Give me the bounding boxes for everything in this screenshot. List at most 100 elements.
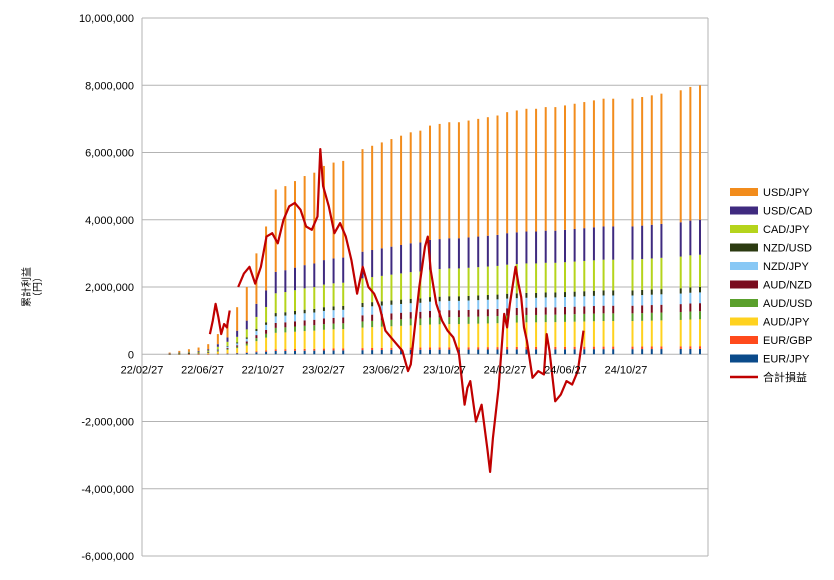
bar-segment — [612, 321, 615, 347]
bar-segment — [496, 115, 499, 235]
bar-segment — [631, 321, 634, 347]
bar-segment — [255, 303, 258, 317]
bar-segment — [641, 305, 644, 314]
bar-segment — [419, 318, 422, 326]
bar-segment — [515, 307, 518, 316]
bar-segment — [679, 293, 682, 305]
bar-segment — [284, 332, 287, 350]
bar-segment — [274, 189, 277, 272]
bar-segment — [641, 289, 644, 296]
bar-segment — [525, 314, 528, 323]
bar-segment — [679, 312, 682, 320]
x-tick-label: 22/02/27 — [121, 364, 164, 376]
y-axis-label-text: （円） — [32, 272, 44, 302]
bar-segment — [371, 302, 374, 307]
bar-segment — [650, 320, 653, 347]
bar-segment — [409, 298, 412, 304]
bar-segment — [429, 301, 431, 311]
bar-segment — [294, 349, 296, 351]
y-axis-label: 累計利益 （円） — [20, 267, 44, 307]
bar-segment — [400, 312, 403, 320]
bar-segment — [660, 223, 663, 258]
bar-segment — [650, 346, 653, 350]
bar-segment — [564, 297, 566, 307]
bar-segment — [284, 327, 287, 333]
bar-segment — [457, 296, 460, 301]
bar-segment — [535, 346, 538, 350]
bar-segment — [486, 316, 489, 324]
bar-segment — [467, 347, 470, 350]
bar-segment — [515, 298, 518, 308]
bar-segment — [448, 347, 451, 350]
bar-segment — [216, 350, 219, 352]
bar-segment — [612, 346, 615, 350]
bar-segment — [409, 318, 412, 326]
bar-segment — [255, 331, 258, 336]
legend-swatch — [730, 225, 758, 233]
bar-segment — [535, 108, 538, 232]
bar-segment — [303, 309, 306, 314]
bar-segment — [303, 265, 306, 289]
bar-segment — [699, 319, 701, 347]
bar-segment — [380, 275, 383, 302]
bar-segment — [419, 130, 422, 243]
bar-segment — [438, 317, 441, 325]
bar-segment — [515, 293, 518, 299]
bar-segment — [236, 348, 239, 353]
bar-segment — [660, 320, 663, 347]
bar-segment — [322, 307, 325, 311]
bar-segment — [361, 149, 364, 252]
total-pnl-series — [208, 302, 231, 336]
bar-segment — [216, 349, 219, 351]
bar-segment — [650, 224, 653, 259]
legend-label: NZD/USD — [763, 243, 812, 255]
bar-segment — [583, 102, 586, 229]
bar-segment — [631, 346, 634, 350]
bar-segment — [265, 351, 268, 355]
bar-segment — [486, 323, 489, 348]
bar-segment — [187, 354, 190, 355]
bar-segment — [265, 226, 268, 291]
bar-segment — [216, 344, 219, 347]
bar-segment — [506, 264, 509, 294]
bar-segment — [226, 337, 229, 342]
bar-segment — [612, 305, 615, 314]
bar-segment — [342, 329, 345, 349]
bar-segment — [294, 310, 296, 315]
legend-label: CAD/JPY — [763, 224, 810, 236]
x-tick-label: 24/02/27 — [484, 364, 527, 376]
bar-segment — [303, 320, 306, 326]
bar-segment — [390, 319, 393, 327]
bar-segment — [400, 349, 403, 355]
bar-segment — [207, 349, 210, 351]
bar-segment — [486, 309, 489, 317]
bar-segment — [573, 103, 576, 229]
bar-segment — [313, 308, 316, 313]
bar-segment — [245, 352, 248, 353]
bar-segment — [477, 309, 480, 317]
bar-segment — [342, 257, 345, 283]
bar-segment — [438, 239, 441, 270]
bar-segment — [477, 347, 480, 350]
bar-segment — [564, 346, 566, 350]
bar-segment — [457, 238, 460, 269]
y-axis-ticks: 10,000,000 8,000,000 6,000,000 4,000,000 2,0… — [79, 13, 134, 563]
bar-segment — [448, 296, 451, 301]
bar-segment — [467, 349, 470, 355]
bar-segment — [274, 313, 277, 317]
bar-segment — [602, 259, 605, 291]
bar-segment — [245, 337, 248, 339]
y-axis-label-text: 累計利益 — [20, 267, 33, 307]
bar-segment — [602, 349, 605, 355]
legend-swatch — [730, 299, 758, 307]
bar-segment — [689, 292, 692, 304]
bar-segment — [650, 312, 653, 321]
bar-segment — [573, 321, 576, 347]
bar-segment — [284, 186, 287, 271]
bar-segment — [438, 296, 441, 302]
bar-segment — [438, 324, 441, 348]
bar-segment — [322, 329, 325, 349]
bar-segment — [467, 316, 470, 324]
bar-segment — [660, 312, 663, 321]
bar-segment — [226, 353, 229, 355]
